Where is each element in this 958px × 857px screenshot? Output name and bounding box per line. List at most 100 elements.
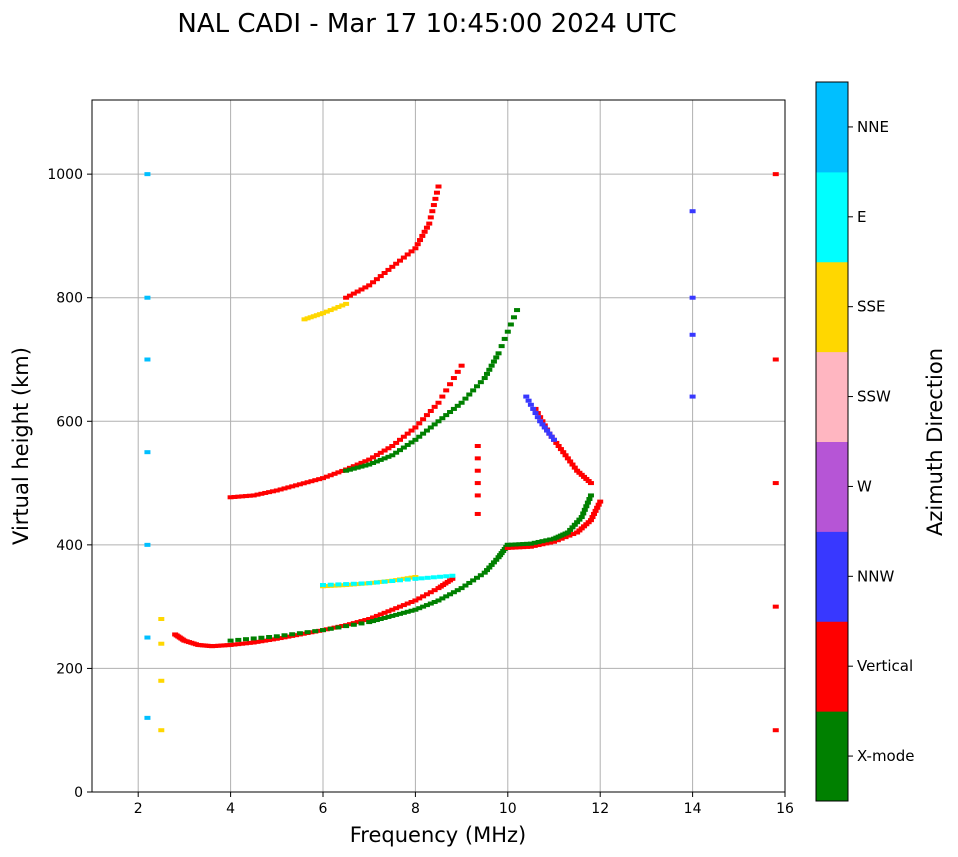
data-point-interp — [488, 363, 495, 368]
y-axis-ticks: 0 200 400 600 800 1000 — [47, 167, 92, 801]
data-point — [474, 444, 481, 448]
data-point-interp — [370, 455, 377, 460]
data-point-interp — [304, 630, 311, 635]
data-point — [250, 493, 257, 498]
data-point-interp — [416, 421, 423, 426]
data-point — [772, 481, 779, 486]
data-point — [320, 628, 326, 633]
data-point — [412, 598, 419, 603]
data-point — [366, 581, 373, 586]
data-point-interp — [212, 643, 219, 648]
series-interference-column-2.5MHz — [158, 617, 165, 733]
data-point-interp — [343, 582, 350, 587]
data-point-interp — [404, 577, 411, 582]
data-point-interp — [358, 287, 365, 292]
data-point — [158, 617, 165, 621]
data-point-interp — [539, 542, 546, 547]
data-point-interp — [484, 568, 491, 573]
data-point-interp — [462, 396, 469, 401]
data-point-interp — [377, 457, 384, 462]
data-point-interp — [377, 274, 384, 279]
data-point-interp — [534, 415, 541, 420]
colorbar-tick-label: SSW — [857, 388, 891, 406]
data-point-interp — [373, 453, 380, 458]
data-point-interp — [576, 517, 583, 522]
data-point — [389, 607, 396, 612]
data-point-interp — [498, 344, 505, 349]
data-point-interp — [254, 492, 261, 497]
data-point-interp — [393, 612, 400, 617]
data-point-interp — [493, 355, 500, 360]
data-point-interp — [531, 540, 538, 545]
colorbar-tick-label: E — [857, 208, 866, 226]
data-point — [551, 539, 557, 544]
data-point-interp — [346, 293, 353, 298]
data-point-interp — [554, 538, 561, 543]
data-point — [551, 437, 557, 442]
data-point — [772, 728, 779, 733]
data-point-interp — [535, 543, 542, 548]
data-point-interp — [462, 583, 469, 588]
data-point — [597, 499, 604, 504]
data-point-interp — [543, 541, 550, 546]
data-point — [564, 530, 571, 535]
data-point-interp — [454, 369, 461, 374]
data-point-interp — [547, 540, 554, 545]
data-point-interp — [354, 462, 361, 467]
colorbar-segment-vertical — [816, 621, 848, 712]
data-point-interp — [516, 545, 523, 550]
data-point-interp — [381, 610, 388, 615]
series-second-hop-xmode — [343, 308, 521, 473]
data-point-interp — [377, 579, 384, 584]
data-point-interp — [258, 639, 265, 644]
data-point-interp — [289, 484, 296, 489]
data-point-interp — [254, 639, 261, 644]
data-point — [495, 351, 502, 356]
series-F2-lower-trace — [504, 499, 604, 550]
data-point-interp — [258, 491, 265, 496]
data-point-interp — [246, 640, 253, 645]
data-point — [250, 640, 257, 645]
data-point — [144, 542, 151, 547]
data-point-interp — [266, 635, 273, 640]
data-point-interp — [447, 592, 454, 597]
data-point-interp — [262, 490, 269, 495]
data-point-interp — [504, 329, 511, 334]
data-point-interp — [423, 428, 430, 433]
data-point — [587, 518, 594, 523]
data-point-interp — [310, 314, 317, 319]
data-point-interp — [393, 261, 400, 266]
data-point-interp — [373, 277, 380, 282]
data-point-interp — [243, 494, 249, 499]
data-point-interp — [393, 606, 400, 611]
data-point-interp — [285, 634, 292, 639]
data-point — [458, 400, 465, 405]
data-point-interp — [362, 285, 369, 290]
x-tick-label: 4 — [226, 801, 235, 817]
data-point-interp — [277, 487, 284, 492]
data-point-interp — [235, 642, 242, 647]
data-point-interp — [524, 544, 531, 549]
data-point-interp — [400, 603, 407, 608]
colorbar-segment-sse — [816, 261, 848, 353]
data-point — [320, 311, 326, 316]
data-point-interp — [266, 490, 273, 495]
data-point-interp — [323, 584, 330, 589]
data-point — [574, 468, 581, 473]
data-point — [458, 586, 465, 591]
colorbar-label: Azimuth Direction — [923, 348, 947, 536]
series-third-hop-vertical — [343, 184, 442, 300]
colorbar-tick-label: SSE — [857, 298, 886, 316]
data-point-interp — [370, 460, 377, 465]
data-point-interp — [231, 642, 238, 647]
data-point-interp — [450, 590, 457, 595]
data-point-interp — [312, 629, 319, 634]
data-point — [227, 638, 234, 643]
data-point-interp — [423, 592, 430, 597]
data-point-interp — [431, 422, 438, 427]
data-point-interp — [571, 465, 578, 470]
data-point — [366, 462, 373, 467]
data-point — [689, 332, 696, 337]
data-point-interp — [235, 637, 242, 642]
data-point-interp — [516, 542, 523, 547]
